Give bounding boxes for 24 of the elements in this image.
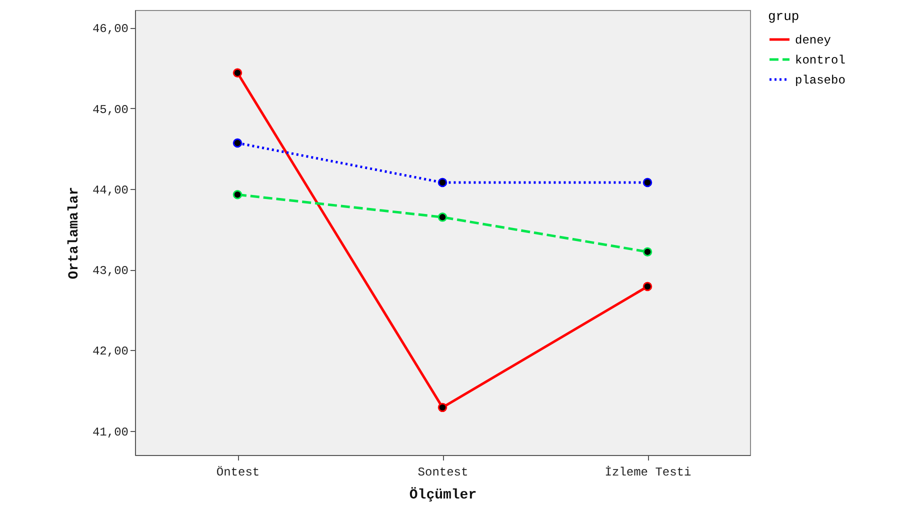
point: [642, 178, 652, 188]
y-tick-label: 43,00: [92, 264, 128, 278]
y-tick-label: 41,00: [92, 425, 128, 440]
legend-label: plasebo: [795, 74, 846, 88]
legend-label: kontrol: [795, 54, 846, 68]
x-tick-label: Sontest: [418, 466, 468, 480]
point: [642, 282, 652, 292]
point: [438, 402, 448, 412]
x-tick-label: Öntest: [216, 466, 260, 480]
y-tick-label: 44,00: [92, 183, 128, 198]
point: [232, 190, 242, 200]
x-tick-label: İzleme Testi: [604, 466, 692, 480]
y-tick-label: 42,00: [92, 344, 128, 359]
y-axis-title: Ortalamalar: [66, 186, 82, 280]
point: [438, 178, 448, 188]
legend-title: grup: [768, 9, 800, 24]
y-tick-label: 45,00: [92, 102, 128, 117]
point: [232, 138, 242, 148]
point: [232, 68, 242, 78]
y-tick-label: 46,00: [92, 22, 128, 36]
point: [642, 247, 652, 256]
x-axis-title: Ölçümler: [409, 486, 477, 504]
point: [438, 212, 448, 222]
legend-label: deney: [795, 34, 832, 48]
